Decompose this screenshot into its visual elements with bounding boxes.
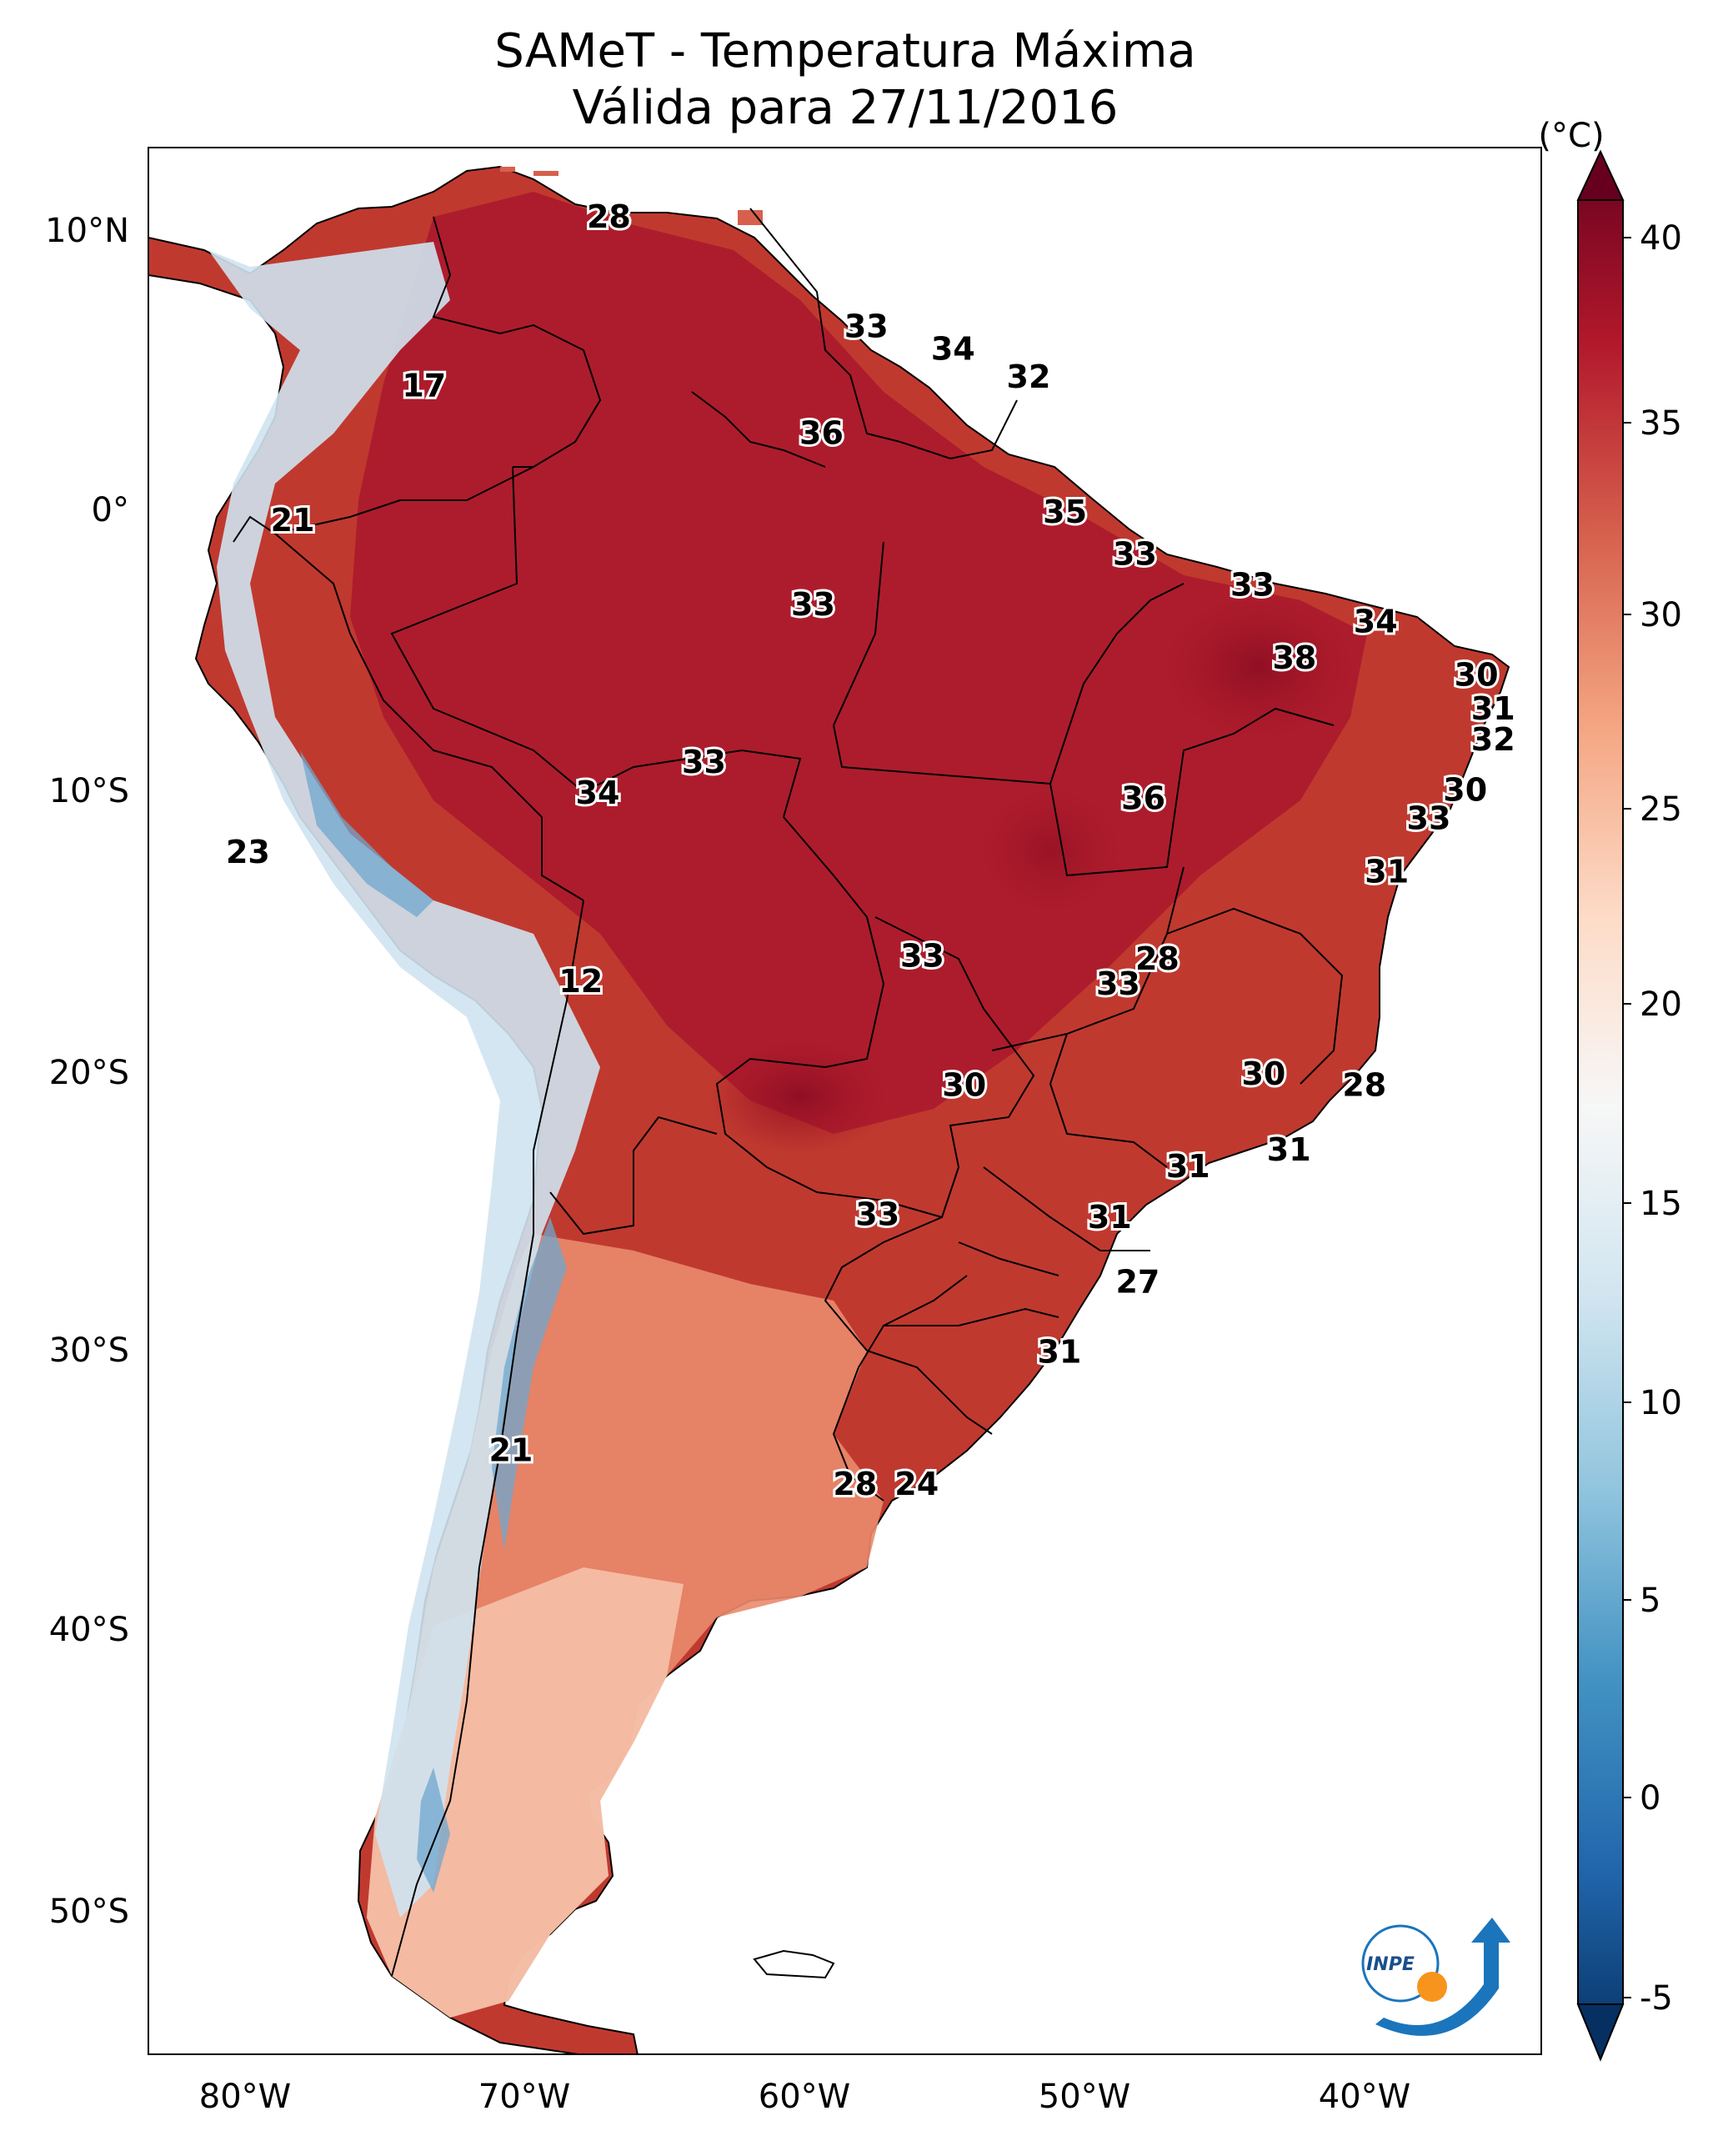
contour-label: 30 xyxy=(1443,772,1487,809)
lon-tick-50w: 50°W xyxy=(1039,2078,1130,2116)
contour-label: 34 xyxy=(1354,603,1398,639)
caribbean-islet-2 xyxy=(533,171,558,176)
contour-label: 33 xyxy=(855,1196,899,1233)
inpe-logo: INPE xyxy=(1361,1918,1510,2036)
hot-spot-central xyxy=(975,784,1125,917)
inpe-logo-arrow xyxy=(1375,1918,1510,2036)
lat-tick-10n: 10°N xyxy=(45,212,129,250)
contour-label: 31 xyxy=(1166,1148,1210,1185)
contour-label: 31 xyxy=(1365,853,1409,890)
contour-label: 27 xyxy=(1115,1263,1160,1300)
colorbar-extend-max xyxy=(1576,149,1625,201)
inpe-logo-dot xyxy=(1417,1972,1447,2002)
title-line-1: SAMeT - Temperatura Máxima xyxy=(494,24,1196,78)
contour-label: 21 xyxy=(271,502,315,539)
country-borders xyxy=(233,208,1344,1977)
colorbar-bar xyxy=(1577,149,1624,2062)
lat-tick-50s: 50°S xyxy=(49,1893,129,1931)
contour-label: 12 xyxy=(558,963,603,1000)
contour-label: 31 xyxy=(1267,1131,1311,1168)
contour-label: 36 xyxy=(799,415,844,452)
colorbar-tick-5: 5 xyxy=(1640,1582,1660,1620)
inpe-logo-text: INPE xyxy=(1366,1954,1415,1975)
map-frame xyxy=(148,147,1542,2055)
hot-spot-chaco xyxy=(709,1038,892,1155)
colorbar: (°C) 40 35 30 25 20 15 10 5 0 -5 xyxy=(1538,117,1682,2062)
latitude-tick-labels: 10°N 0° 10°S 20°S 30°S 40°S 50°S xyxy=(45,212,129,1931)
inpe-logo-ring xyxy=(1361,1924,1440,2003)
contour-label: 17 xyxy=(402,367,446,404)
contour-label: 38 xyxy=(1272,639,1316,676)
lat-tick-20s: 20°S xyxy=(49,1054,129,1092)
contour-label: 34 xyxy=(576,775,620,811)
lat-tick-30s: 30°S xyxy=(49,1331,129,1370)
lat-tick-0: 0° xyxy=(92,491,129,529)
contour-label: 30 xyxy=(1241,1055,1285,1092)
contour-label: 23 xyxy=(226,834,270,870)
contour-label: 34 xyxy=(931,331,975,368)
contour-label: 36 xyxy=(1121,780,1165,817)
colorbar-unit-label: (°C) xyxy=(1538,117,1604,155)
contour-label: 28 xyxy=(833,1466,877,1502)
contour-label: 33 xyxy=(682,744,726,780)
longitude-tick-labels: 80°W 70°W 60°W 50°W 40°W xyxy=(199,2078,1410,2116)
colorbar-tick-marks xyxy=(1623,237,1631,1998)
contour-label: 32 xyxy=(1471,721,1515,758)
colorbar-tick-minus5: -5 xyxy=(1640,1979,1673,2018)
contour-label: 32 xyxy=(1007,358,1051,395)
contour-label: 28 xyxy=(1342,1067,1386,1104)
hot-core-region xyxy=(350,192,1367,1134)
contour-label: 30 xyxy=(1455,657,1499,694)
lat-tick-10s: 10°S xyxy=(49,772,129,810)
contour-label: 33 xyxy=(1113,536,1157,573)
colorbar-tick-25: 25 xyxy=(1640,790,1682,829)
contour-label: 33 xyxy=(1230,567,1275,604)
lon-tick-60w: 60°W xyxy=(759,2078,850,2116)
andes-cold-band xyxy=(208,242,600,1918)
lat-tick-40s: 40°S xyxy=(49,1611,129,1649)
lon-tick-70w: 70°W xyxy=(478,2078,570,2116)
colorbar-tick-labels: 40 35 30 25 20 15 10 5 0 -5 xyxy=(1640,219,1682,2018)
contour-label: 33 xyxy=(791,586,835,623)
title-line-2: Válida para 27/11/2016 xyxy=(573,81,1119,135)
contour-label: 30 xyxy=(942,1067,986,1104)
contour-label: 31 xyxy=(1471,690,1515,727)
contour-label: 33 xyxy=(1407,800,1451,836)
contour-label: 21 xyxy=(488,1432,533,1469)
contour-label: 33 xyxy=(1096,965,1140,1002)
contour-label: 31 xyxy=(1088,1199,1132,1236)
colorbar-tick-0: 0 xyxy=(1640,1779,1660,1818)
colorbar-tick-40: 40 xyxy=(1640,219,1682,258)
caribbean-islet-1 xyxy=(500,167,515,172)
falkland-islands xyxy=(753,1949,835,1979)
contour-label: 33 xyxy=(844,308,889,345)
contour-label: 28 xyxy=(587,198,631,235)
colorbar-tick-30: 30 xyxy=(1640,596,1682,634)
lon-tick-40w: 40°W xyxy=(1319,2078,1410,2116)
colorbar-tick-20: 20 xyxy=(1640,985,1682,1024)
hot-spot-northeast xyxy=(1159,592,1359,742)
contour-label: 33 xyxy=(900,938,944,975)
temperature-field xyxy=(148,165,1510,2054)
contour-label: 35 xyxy=(1043,494,1087,530)
colorbar-tick-15: 15 xyxy=(1640,1185,1682,1223)
contour-label: 31 xyxy=(1037,1334,1081,1371)
colorbar-tick-10: 10 xyxy=(1640,1384,1682,1422)
colorbar-extend-min xyxy=(1576,2003,1625,2062)
contour-label: 24 xyxy=(894,1466,939,1502)
colorbar-tick-35: 35 xyxy=(1640,404,1682,443)
lon-tick-80w: 80°W xyxy=(199,2078,291,2116)
trinidad-island xyxy=(738,210,763,225)
contour-label: 28 xyxy=(1135,940,1180,977)
